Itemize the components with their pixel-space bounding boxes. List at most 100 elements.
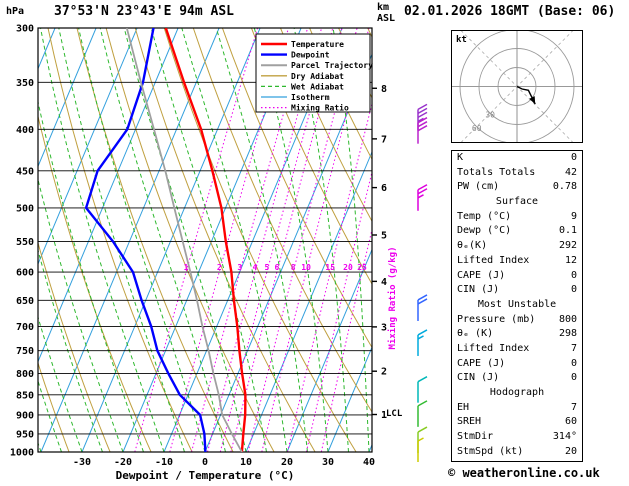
pressure-tick-label: 400: [16, 125, 34, 136]
pressure-tick-label: 950: [16, 429, 34, 440]
row-label: Temp (°C): [457, 210, 512, 222]
table-row: PW (cm) 0.78: [452, 180, 582, 195]
curve-temperature: [164, 28, 247, 452]
row-label: Lifted Index: [457, 342, 530, 354]
hodo-unit-label: kt: [456, 35, 467, 45]
temp-tick-label: -30: [73, 457, 91, 468]
mixing-ratio-line: [320, 227, 372, 452]
km-tick-label: 6: [381, 183, 387, 194]
pressure-tick-label: 550: [16, 237, 34, 248]
mixing-ratio-value: 20: [343, 263, 353, 272]
km-tick-label: 3: [381, 322, 387, 333]
mixing-ratio-labels: 1 2 3 4 5 6 8 10 15 20 25 Mixing Ratio (g/kg): [184, 247, 398, 350]
row-value: 0.1: [558, 225, 577, 237]
pressure-tick-label: 850: [16, 390, 34, 401]
legend-item-label: Temperature: [291, 40, 344, 49]
row-label: Pressure (mb): [457, 313, 536, 325]
legend-item-label: Parcel Trajectory: [291, 60, 373, 70]
table-row: Totals Totals 42: [452, 166, 582, 181]
wet-adiabat-line: [38, 99, 144, 452]
pressure-unit-label: hPa: [6, 6, 25, 17]
pressure-tick-label: 450: [16, 166, 34, 177]
row-value: 0: [570, 357, 577, 369]
station-title: 37°53'N 23°43'E 94m ASL: [54, 4, 235, 19]
row-value: 20: [564, 445, 577, 457]
km-tick-label: 7: [381, 134, 387, 145]
wet-adiabat-line: [99, 28, 226, 452]
wind-barb: [417, 294, 428, 321]
table-row: CAPE (J) 0: [452, 269, 582, 284]
km-tick-label: 2: [381, 367, 387, 378]
row-label: StmDir: [457, 431, 494, 443]
wet-adiabat-line: [253, 28, 329, 452]
km-label: km: [377, 2, 390, 13]
km-tick-label: 1: [381, 410, 387, 421]
isotherm-line: [38, 28, 138, 266]
row-value: 42: [564, 166, 577, 178]
table-row: StmSpd (kt) 20: [452, 445, 582, 460]
legend-item-label: Wet Adiabat: [291, 81, 344, 91]
temp-axis: -30 -20 -10 0 10 20 30 40 Dewpoint / Temperature…: [73, 457, 375, 482]
row-label: StmSpd (kt): [457, 445, 524, 457]
copyright-label: © weatheronline.co.uk: [448, 466, 600, 480]
curve-dewpoint: [84, 28, 207, 452]
row-label: θₑ(K): [457, 240, 488, 252]
legend-box: [255, 33, 371, 113]
row-label: SREH: [457, 416, 482, 428]
row-label: PW (cm): [457, 181, 500, 193]
temp-tick-label: -10: [155, 457, 173, 468]
datetime-label: 02.01.2026 18GMT (Base: 06): [404, 4, 616, 19]
isotherm-line: [40, 28, 220, 452]
km-axis: 1 2 3 4 5 6 7 8 LCL: [372, 84, 403, 421]
km-tick-label: 8: [381, 84, 387, 95]
wet-adiabat-line: [58, 28, 185, 452]
table-row: SREH 60: [452, 415, 582, 430]
temp-tick-label: 30: [322, 457, 334, 468]
table-row: CAPE (J) 0: [452, 357, 582, 372]
table-row: StmDir 314°: [452, 430, 582, 445]
wind-barb-column: [417, 103, 428, 462]
indices-table: K 0 Totals Totals 42 PW (cm) 0.78 Surface Temp …: [451, 150, 583, 462]
row-value: 800: [558, 313, 577, 325]
wind-barb: [417, 329, 428, 356]
mixing-ratio-line: [134, 28, 259, 452]
row-label: K: [457, 152, 464, 163]
pressure-tick-label: 500: [16, 203, 34, 214]
table-row: CIN (J) 0: [452, 283, 582, 298]
hodo-ring: [497, 67, 537, 106]
hodo-trace: [516, 85, 536, 105]
dry-adiabat-line: [105, 28, 275, 452]
table-row: Temp (°C) 9: [452, 210, 582, 225]
row-label: Dewp (°C): [457, 225, 512, 237]
row-value: 7: [570, 342, 577, 354]
hodo-ring: [459, 30, 575, 143]
row-value: 292: [558, 240, 577, 252]
pressure-tick-label: 700: [16, 322, 34, 333]
table-section-header: Hodograph: [489, 387, 545, 398]
skewt-diagram: 3003504004505005506006507007508008509009…: [10, 24, 450, 482]
isotherm-line: [327, 345, 372, 452]
legend-item-label: Dry Adiabat: [291, 71, 344, 81]
table-row: EH 7: [452, 401, 582, 416]
table-row: Lifted Index 7: [452, 342, 582, 357]
table-section-header: Surface: [495, 196, 539, 208]
dry-adiabat-line: [397, 28, 450, 452]
table-row: Pressure (mb) 800: [452, 313, 582, 328]
row-value: 314°: [552, 431, 577, 443]
hodo-ring: [478, 48, 556, 125]
temp-tick-label: 40: [363, 457, 375, 468]
mixing-ratio-value: 15: [325, 263, 335, 272]
sounding-curves: [84, 28, 247, 452]
row-label: CAPE (J): [457, 357, 506, 369]
dry-adiabat-line: [309, 28, 372, 161]
row-value: 0: [570, 372, 577, 384]
temp-tick-label: 20: [281, 457, 293, 468]
row-value: 12: [564, 254, 577, 266]
mixing-ratio-value: 4: [252, 263, 257, 272]
wind-barb: [417, 400, 428, 427]
mixing-ratio-value: 3: [237, 263, 242, 272]
row-label: CIN (J): [457, 284, 500, 296]
pressure-tick-label: 800: [16, 369, 34, 380]
